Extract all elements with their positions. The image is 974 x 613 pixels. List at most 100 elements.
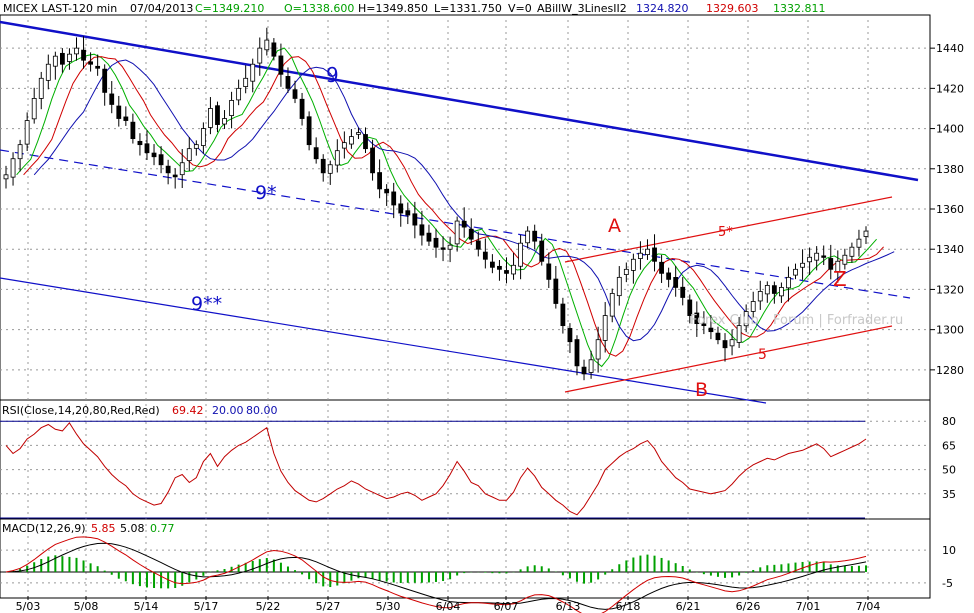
candle-body xyxy=(638,252,643,259)
price-tick-label: 1340 xyxy=(936,243,964,256)
candle-body xyxy=(475,240,481,250)
rsi-bands xyxy=(0,420,865,519)
candle-body xyxy=(81,49,86,61)
rsi-header: RSI(Close,14,20,80,Red,Red) 69.42 20.00 … xyxy=(2,404,278,417)
watermark: Forex Club xyxy=(690,313,759,328)
candle-body xyxy=(109,93,115,105)
candle-body xyxy=(278,55,284,75)
label-9-star: 9* xyxy=(255,182,277,204)
label-5-star: 5* xyxy=(718,225,733,240)
candle-body xyxy=(616,276,622,297)
candle-body xyxy=(179,162,185,176)
price-tick-label: 1420 xyxy=(936,82,964,95)
overlay-line-green xyxy=(16,47,877,368)
candle-body xyxy=(52,55,58,67)
rsi-axis: 80 65 50 35 xyxy=(942,415,956,501)
candle-body xyxy=(320,158,326,174)
trendline-9-2star xyxy=(0,277,767,404)
date-tick-label: 5/03 xyxy=(16,600,41,613)
candle-body xyxy=(419,224,425,236)
candle-body xyxy=(370,147,375,174)
date-tick-label: 6/13 xyxy=(556,600,581,613)
candle-body xyxy=(67,53,72,62)
date-tick-label: 5/14 xyxy=(134,600,159,613)
header-volume: V=0 xyxy=(508,2,532,15)
header-open: O=1338.600 xyxy=(284,2,354,15)
header-low: L=1331.750 xyxy=(434,2,502,15)
date-tick-label: 5/22 xyxy=(256,600,281,613)
candle-body xyxy=(630,258,636,271)
trendlines xyxy=(0,20,919,404)
candle-body xyxy=(489,261,495,268)
header-high: H=1349.850 xyxy=(358,2,428,15)
indicator-overlay-lines xyxy=(16,47,895,368)
date-tick-label: 6/04 xyxy=(436,600,461,613)
macd-tick-label: -5 xyxy=(942,577,953,590)
price-tick-label: 1300 xyxy=(936,324,964,337)
candle-body xyxy=(426,232,432,242)
candle-body xyxy=(694,312,700,325)
watermark-2: Forum | Forfrader.ru xyxy=(773,313,903,328)
candle-body xyxy=(363,134,368,150)
candle-body xyxy=(779,287,784,297)
candle-body xyxy=(497,265,502,270)
candle-body xyxy=(250,63,256,82)
candle-body xyxy=(285,76,291,89)
candle-body xyxy=(88,61,93,65)
candle-body xyxy=(750,301,756,312)
candle-body xyxy=(539,240,545,262)
candle-body xyxy=(433,237,439,248)
candle-body xyxy=(208,108,213,128)
date-tick-label: 7/04 xyxy=(856,600,881,613)
candle-body xyxy=(623,268,629,275)
candle-body xyxy=(588,359,594,373)
price-tick-label: 1440 xyxy=(936,42,964,55)
header-line3: 1332.811 xyxy=(773,2,826,15)
rsi-tick-label: 65 xyxy=(942,439,956,452)
candle-body xyxy=(243,77,249,87)
candle-body xyxy=(666,272,672,280)
candle-body xyxy=(461,220,467,228)
candle-body xyxy=(384,188,390,194)
price-axis: 1440 1420 1400 1380 1360 1340 1320 1300 1280 xyxy=(930,42,964,377)
label-z: Z xyxy=(833,267,847,291)
macd-signal: 5.08 xyxy=(120,522,145,535)
candle-body xyxy=(306,116,312,146)
date-tick-label: 6/21 xyxy=(676,600,701,613)
candle-body xyxy=(10,158,16,178)
candle-body xyxy=(292,89,298,99)
candle-body xyxy=(828,258,834,270)
candle-body xyxy=(518,242,523,267)
price-tick-label: 1360 xyxy=(936,203,964,216)
candle-body xyxy=(800,262,805,268)
candle-body xyxy=(229,100,234,116)
candle-body xyxy=(574,339,580,367)
candle-body xyxy=(729,339,735,347)
price-tick-label: 1280 xyxy=(936,364,964,377)
rsi-tick-label: 50 xyxy=(942,464,956,477)
candle-body xyxy=(821,255,827,258)
candle-body xyxy=(835,260,841,272)
macd-axis: 10 -5 xyxy=(942,544,956,590)
candle-body xyxy=(95,65,101,69)
price-header: MICEX LAST-120 min 07/04/2013 C=1349.210… xyxy=(3,2,826,15)
candle-body xyxy=(398,203,404,214)
candle-body xyxy=(341,142,347,149)
trendline-9 xyxy=(0,20,919,182)
candle-body xyxy=(215,105,220,125)
date-tick-label: 6/26 xyxy=(736,600,761,613)
candle-body xyxy=(793,268,798,276)
trendline-5 xyxy=(564,325,893,393)
rsi-tick-label: 80 xyxy=(942,415,956,428)
candle-body xyxy=(645,248,650,255)
candle-body xyxy=(38,77,44,99)
header-close: C=1349.210 xyxy=(195,2,264,15)
candle-body xyxy=(299,98,305,119)
header-instrument: MICEX LAST-120 min xyxy=(3,2,117,15)
candle-body xyxy=(743,311,749,327)
candle-body xyxy=(377,172,383,190)
candle-body xyxy=(356,132,361,135)
candle-body xyxy=(158,154,164,166)
candle-body xyxy=(391,191,397,206)
